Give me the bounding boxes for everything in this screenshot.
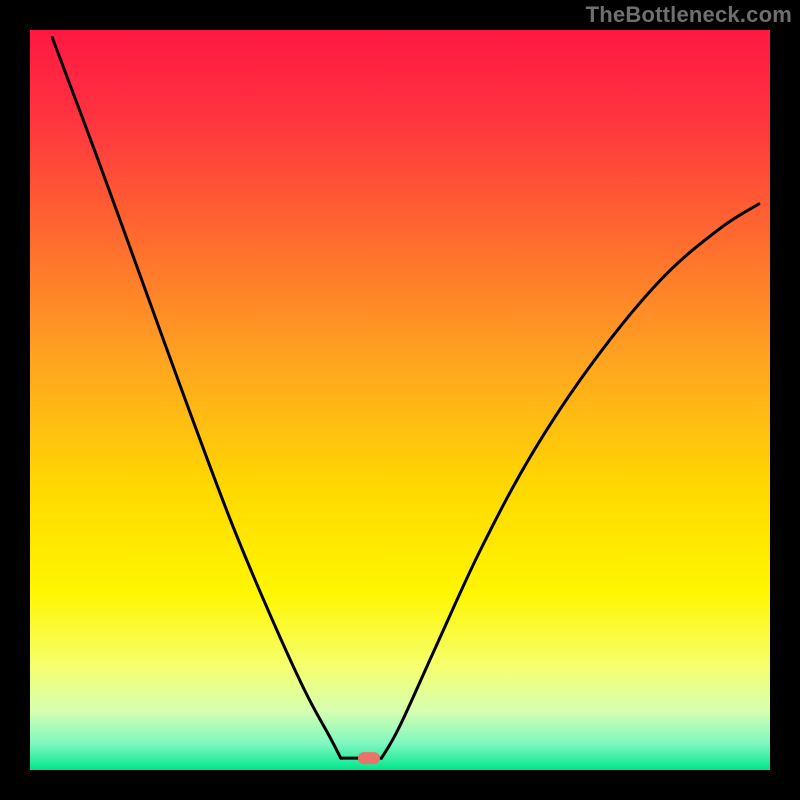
watermark-text: TheBottleneck.com xyxy=(586,2,792,28)
bottleneck-chart xyxy=(0,0,800,800)
chart-container: TheBottleneck.com xyxy=(0,0,800,800)
optimal-marker xyxy=(358,752,380,764)
gradient-background xyxy=(30,30,770,770)
